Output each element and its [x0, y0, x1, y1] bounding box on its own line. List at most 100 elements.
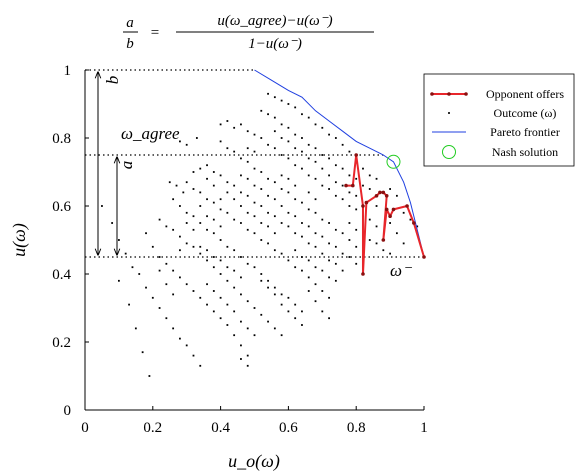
outcome-point — [314, 160, 317, 163]
opponent-offer-point — [391, 207, 396, 212]
outcome-point — [246, 130, 249, 133]
outcome-point — [165, 225, 168, 228]
outcome-point — [267, 113, 269, 116]
outcome-point — [260, 109, 263, 112]
outcome-point — [226, 191, 229, 194]
outcome-point — [314, 232, 317, 235]
outcome-point — [375, 242, 378, 245]
outcome-point — [273, 293, 276, 296]
a-label: a — [117, 161, 136, 170]
outcome-point — [402, 211, 405, 214]
outcome-point — [226, 120, 229, 122]
outcome-point — [280, 205, 283, 207]
outcome-point — [168, 181, 171, 184]
outcome-point — [111, 222, 114, 224]
outcome-point — [267, 242, 269, 245]
outcome-point — [179, 337, 181, 340]
outcome-point — [185, 211, 188, 214]
outcome-point — [212, 184, 215, 187]
outcome-point — [287, 211, 290, 214]
axes — [84, 70, 424, 411]
outcome-point — [301, 235, 303, 238]
outcome-point — [301, 310, 303, 313]
outcome-point — [246, 160, 249, 163]
outcome-point — [192, 171, 195, 173]
x-tick-label: 0.6 — [279, 420, 298, 436]
outcome-point — [179, 140, 181, 143]
outcome-point — [233, 249, 236, 252]
outcome-point — [118, 279, 120, 282]
x-tick-label: 0.4 — [211, 420, 230, 436]
outcome-point — [294, 215, 297, 218]
outcome-point — [246, 364, 249, 367]
outcome-point — [334, 181, 337, 184]
outcome-point — [301, 150, 303, 153]
outcome-point — [182, 191, 185, 194]
outcome-point — [253, 266, 256, 269]
omega-agree-label: ω_agree — [121, 124, 180, 143]
outcome-point — [382, 249, 385, 252]
outcome-point — [375, 177, 378, 180]
outcome-point — [185, 143, 188, 146]
legend-label: Opponent offers — [486, 87, 564, 101]
pareto-frontier — [254, 69, 425, 258]
outcome-point — [199, 191, 202, 194]
x-axis-label: u_o(ω) — [228, 451, 280, 472]
outcome-point — [246, 262, 249, 265]
outcome-point — [151, 296, 154, 299]
outcome-point — [199, 222, 202, 224]
opponent-offer-point — [361, 272, 365, 276]
outcome-point — [314, 300, 317, 303]
outcome-point — [355, 208, 358, 211]
outcome-point — [301, 167, 303, 170]
outcome-point — [294, 232, 297, 235]
nash-solution-marker — [386, 154, 401, 169]
outcome-point — [375, 225, 378, 228]
outcome-point — [172, 293, 175, 296]
outcome-point — [260, 239, 263, 241]
outcome-point — [301, 222, 303, 224]
outcome-point — [260, 137, 263, 139]
outcome-point — [321, 269, 324, 272]
outcome-point — [307, 116, 310, 119]
outcome-point — [158, 269, 161, 272]
outcome-point — [287, 140, 290, 143]
outcome-point — [348, 256, 351, 258]
formula: a b = u(ω_agree)−u(ω⁻) 1−u(ω⁻) — [123, 13, 374, 52]
outcome-point — [280, 137, 283, 139]
outcome-point — [240, 174, 242, 177]
outcome-point — [294, 147, 297, 150]
y-tick-label: 0.2 — [52, 335, 71, 351]
legend-swatch-marker — [447, 92, 451, 96]
outcome-point — [233, 218, 236, 221]
outcome-point — [314, 211, 317, 214]
outcome-point — [219, 225, 222, 228]
outcome-point — [118, 239, 120, 241]
outcome-point — [219, 239, 222, 241]
outcome-point — [395, 194, 398, 197]
x-tick-label: 0.8 — [347, 420, 366, 436]
outcome-point — [389, 188, 391, 190]
outcome-point — [416, 225, 419, 228]
outcome-point — [199, 252, 202, 255]
x-ticks: 0 0.2 0.4 0.6 0.8 1 — [81, 406, 428, 436]
outcome-point — [355, 262, 358, 265]
y-tick-label: 0 — [64, 403, 72, 419]
y-axis-label: u(ω) — [9, 223, 30, 257]
outcome-point — [389, 252, 391, 255]
outcome-point — [328, 296, 330, 299]
outcome-point — [206, 164, 208, 167]
outcome-point — [294, 106, 297, 109]
outcome-point — [206, 283, 208, 286]
outcome-point — [307, 208, 310, 211]
outcome-point — [128, 303, 130, 306]
outcome-point — [287, 157, 290, 160]
outcome-point — [294, 303, 297, 306]
legend-label: Outcome (ω) — [494, 106, 557, 120]
formula-rhs-numerator: u(ω_agree)−u(ω⁻) — [217, 13, 332, 29]
outcome-point — [267, 320, 269, 323]
outcome-point — [287, 126, 290, 129]
outcome-point — [253, 215, 256, 218]
outcome-point — [341, 269, 344, 272]
formula-equals: = — [151, 25, 159, 41]
